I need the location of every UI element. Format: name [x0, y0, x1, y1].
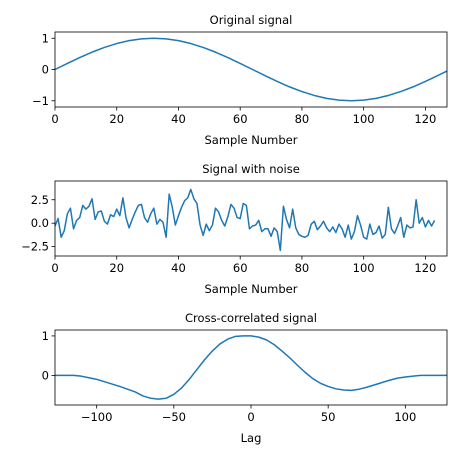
x-tick-label: 20 — [109, 261, 124, 275]
x-tick-label: −50 — [162, 410, 186, 424]
x-tick-label: 100 — [394, 410, 416, 424]
x-axis-label: Sample Number — [205, 133, 298, 147]
original-signal-panel: Original signal Sample Number 0 20 40 60 80 1… — [32, 13, 448, 147]
x-tick-label: 60 — [233, 112, 248, 126]
x-tick-label: 80 — [295, 112, 310, 126]
series-line — [55, 335, 447, 400]
x-tick-label: 0 — [247, 410, 254, 424]
y-tick-label: −1 — [32, 94, 49, 108]
plot-frame — [54, 180, 448, 257]
x-tick-label: 100 — [353, 112, 375, 126]
x-tick-label: 40 — [171, 112, 186, 126]
x-tick-label: 60 — [233, 261, 248, 275]
series-line — [54, 188, 436, 252]
x-tick-label: 100 — [353, 261, 375, 275]
x-axis-label: Sample Number — [205, 282, 298, 296]
x-tick-label: 80 — [295, 261, 310, 275]
x-tick-label: 120 — [414, 261, 436, 275]
series-line — [54, 37, 448, 102]
y-tick-label: −2.5 — [21, 240, 49, 254]
x-tick-label: 0 — [51, 112, 58, 126]
chart-title: Original signal — [210, 13, 293, 27]
y-tick-label: 0.0 — [31, 216, 49, 230]
y-tick-label: 0 — [42, 63, 49, 77]
y-tick-label: 2.5 — [31, 193, 49, 207]
chart-title: Signal with noise — [202, 162, 300, 176]
plot-frame — [54, 329, 448, 406]
signal-with-noise-panel: Signal with noise Sample Number 0 20 40 60 8… — [21, 162, 448, 296]
y-tick-label: 1 — [42, 31, 49, 45]
chart-title: Cross-correlated signal — [185, 311, 317, 325]
x-tick-label: 120 — [414, 112, 436, 126]
y-tick-label: 1 — [42, 329, 49, 343]
cross-correlated-panel: Cross-correlated signal Lag −100 −50 0 50 10… — [42, 311, 448, 445]
x-tick-label: 40 — [171, 261, 186, 275]
x-tick-label: 20 — [109, 112, 124, 126]
x-axis-label: Lag — [241, 431, 262, 445]
x-tick-label: 0 — [51, 261, 58, 275]
x-tick-label: −100 — [81, 410, 113, 424]
y-tick-label: 0 — [42, 368, 49, 382]
x-tick-label: 50 — [321, 410, 336, 424]
